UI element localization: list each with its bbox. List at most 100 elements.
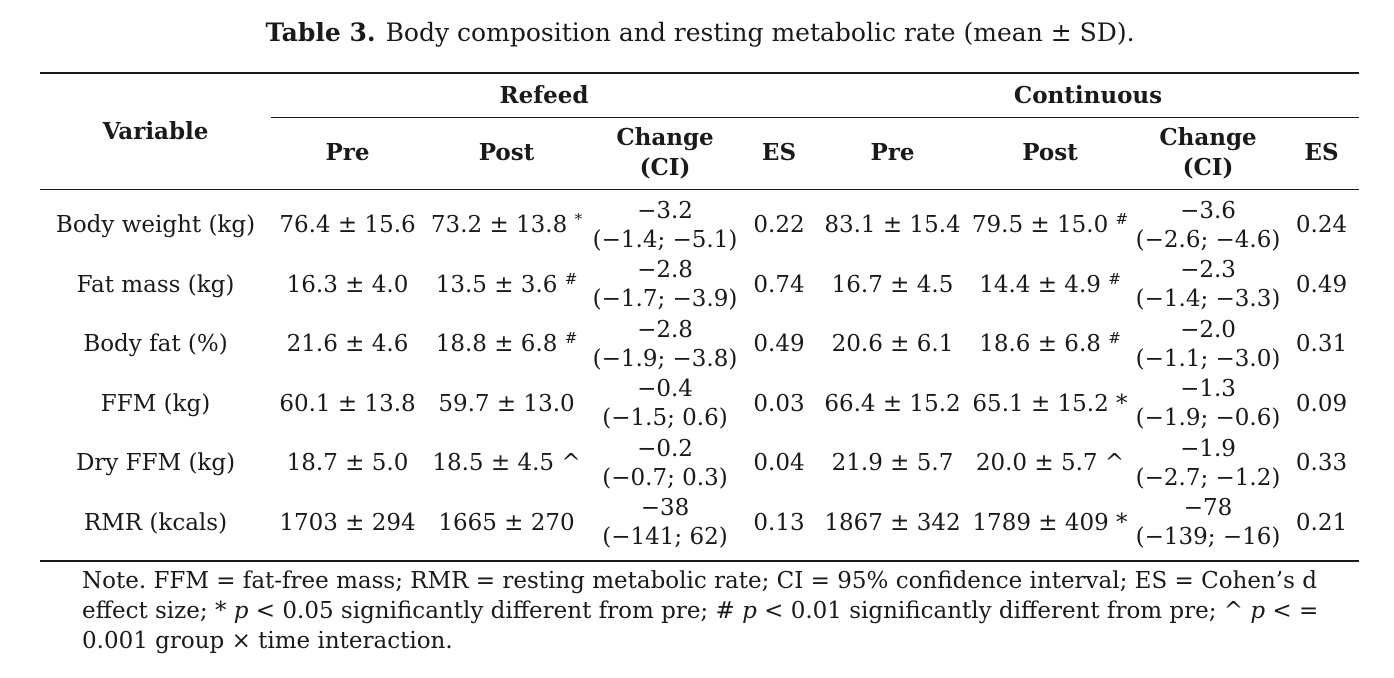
cell-refeed-post: 59.7 ± 13.0 bbox=[424, 375, 589, 435]
header-change-line2: (CI) bbox=[639, 154, 691, 181]
cell-refeed-pre: 21.6 ± 4.6 bbox=[286, 331, 409, 358]
cell-continuous-es: 0.09 bbox=[1295, 390, 1348, 417]
column-header-row: Pre Post Change (CI) ES Pre Post Change (C… bbox=[40, 117, 1359, 189]
header-change-line1: Change bbox=[1159, 124, 1257, 151]
cell-continuous-post: 65.1 ± 15.2 * bbox=[968, 375, 1132, 435]
cell-refeed-change: −0.2 (−0.7; 0.3) bbox=[589, 434, 741, 494]
change-value: −1.9 bbox=[1180, 435, 1236, 462]
post-value: 18.8 ± 6.8 bbox=[435, 331, 558, 358]
cell-refeed-pre: 18.7 ± 5.0 bbox=[286, 450, 409, 477]
cell-continuous-change: −1.3 (−1.9; −0.6) bbox=[1132, 375, 1284, 435]
cell-refeed-es: 0.22 bbox=[753, 212, 805, 239]
cell-refeed-es: 0.49 bbox=[753, 331, 805, 358]
header-change: Change (CI) bbox=[1132, 117, 1284, 189]
change-value: −78 bbox=[1183, 495, 1233, 522]
change-value: −2.3 bbox=[1180, 257, 1236, 284]
cell-continuous-change: −3.6 (−2.6; −4.6) bbox=[1132, 196, 1284, 256]
cell-refeed-post: 13.5 ± 3.6 # bbox=[424, 256, 589, 316]
header-pre: Pre bbox=[325, 139, 370, 166]
group-header-refeed: Refeed bbox=[499, 81, 589, 109]
note-text-4: < = 0.001 group × time interaction. bbox=[82, 598, 1319, 654]
change-value: −0.2 bbox=[637, 435, 693, 462]
cell-refeed-change: −38 (−141; 62) bbox=[589, 494, 741, 554]
cell-continuous-es: 0.49 bbox=[1295, 271, 1348, 298]
cell-continuous-pre: 21.9 ± 5.7 bbox=[831, 450, 954, 477]
cell-refeed-post: 18.8 ± 6.8 # bbox=[424, 315, 589, 375]
cell-variable: RMR (kcals) bbox=[83, 509, 228, 536]
significance-mark: # bbox=[1115, 210, 1129, 229]
cell-refeed-pre: 60.1 ± 13.8 bbox=[279, 390, 416, 417]
confidence-interval: (−2.6; −4.6) bbox=[1135, 226, 1281, 253]
significance-mark: # bbox=[1108, 269, 1121, 288]
cell-variable: Fat mass (kg) bbox=[76, 271, 235, 298]
cell-variable: Body weight (kg) bbox=[55, 212, 256, 239]
cell-continuous-post: 20.0 ± 5.7 ^ bbox=[968, 434, 1132, 494]
cell-refeed-change: −2.8 (−1.7; −3.9) bbox=[589, 256, 741, 316]
cell-refeed-change: −3.2 (−1.4; −5.1) bbox=[589, 196, 741, 256]
cell-variable: FFM (kg) bbox=[100, 390, 211, 417]
post-value: 14.4 ± 4.9 bbox=[979, 271, 1101, 298]
header-es: ES bbox=[1304, 139, 1339, 166]
note-p-symbol: p bbox=[233, 598, 249, 624]
confidence-interval: (−2.7; −1.2) bbox=[1135, 464, 1281, 491]
post-value: 65.1 ± 15.2 * bbox=[972, 390, 1128, 417]
table-label: Table 3. bbox=[265, 18, 376, 47]
cell-refeed-es: 0.74 bbox=[753, 271, 805, 298]
note-text-2: < 0.05 significantly different from pre;… bbox=[248, 598, 743, 624]
post-value: 1789 ± 409 * bbox=[972, 509, 1128, 536]
group-header-row: Variable Refeed Continuous bbox=[40, 74, 1359, 145]
cell-continuous-post: 1789 ± 409 * bbox=[968, 494, 1132, 554]
header-change: Change (CI) bbox=[589, 117, 741, 189]
post-value: 18.5 ± 4.5 ^ bbox=[432, 450, 581, 477]
cell-refeed-pre: 16.3 ± 4.0 bbox=[286, 271, 409, 298]
cell-refeed-pre: 76.4 ± 15.6 bbox=[279, 212, 416, 239]
cell-variable: Body fat (%) bbox=[83, 331, 228, 358]
cell-continuous-es: 0.31 bbox=[1295, 331, 1348, 358]
data-table: Variable Refeed Continuous Pre Post Chan… bbox=[40, 74, 1359, 553]
cell-refeed-post: 1665 ± 270 bbox=[424, 494, 589, 554]
cell-refeed-pre: 1703 ± 294 bbox=[279, 509, 416, 536]
group-header-continuous: Continuous bbox=[1013, 81, 1163, 109]
confidence-interval: (−1.7; −3.9) bbox=[592, 286, 738, 313]
header-pre: Pre bbox=[870, 139, 915, 166]
cell-continuous-post: 79.5 ± 15.0 # bbox=[968, 196, 1132, 256]
variable-header: Variable bbox=[102, 117, 209, 145]
top-rule bbox=[40, 72, 1359, 74]
significance-mark: * bbox=[574, 210, 583, 229]
cell-continuous-change: −1.9 (−2.7; −1.2) bbox=[1132, 434, 1284, 494]
cell-continuous-es: 0.21 bbox=[1295, 509, 1348, 536]
cell-continuous-pre: 1867 ± 342 bbox=[824, 509, 961, 536]
post-value: 18.6 ± 6.8 bbox=[979, 331, 1101, 358]
post-value: 73.2 ± 13.8 bbox=[430, 212, 568, 239]
table-row: Dry FFM (kg) 18.7 ± 5.0 18.5 ± 4.5 ^ −0.2 (−… bbox=[40, 434, 1359, 494]
bottom-rule bbox=[40, 560, 1359, 562]
cell-refeed-es: 0.04 bbox=[753, 450, 805, 477]
header-change-line2: (CI) bbox=[1182, 154, 1234, 181]
cell-continuous-pre: 83.1 ± 15.4 bbox=[824, 212, 961, 239]
post-value: 1665 ± 270 bbox=[438, 509, 575, 536]
significance-mark: # bbox=[1108, 329, 1121, 348]
note-p-symbol: p bbox=[742, 598, 757, 624]
confidence-interval: (−1.4; −5.1) bbox=[592, 226, 738, 253]
table-row: RMR (kcals) 1703 ± 294 1665 ± 270 −38 (−141;… bbox=[40, 494, 1359, 554]
header-post: Post bbox=[1022, 139, 1078, 166]
header-change-line1: Change bbox=[616, 124, 714, 151]
confidence-interval: (−139; −16) bbox=[1135, 524, 1281, 551]
confidence-interval: (−1.9; −3.8) bbox=[592, 345, 738, 372]
cell-continuous-pre: 16.7 ± 4.5 bbox=[831, 271, 954, 298]
confidence-interval: (−141; 62) bbox=[602, 524, 728, 551]
change-value: −3.6 bbox=[1180, 197, 1236, 224]
table-row: Body fat (%) 21.6 ± 4.6 18.8 ± 6.8 # −2.8 (−… bbox=[40, 315, 1359, 375]
header-rule bbox=[40, 189, 1359, 190]
cell-refeed-post: 18.5 ± 4.5 ^ bbox=[424, 434, 589, 494]
note-text-1: Note. FFM = fat-free mass; RMR = resting… bbox=[82, 568, 1317, 624]
cell-continuous-es: 0.24 bbox=[1295, 212, 1348, 239]
change-value: −0.4 bbox=[637, 376, 693, 403]
significance-mark: # bbox=[564, 269, 578, 288]
change-value: −1.3 bbox=[1180, 376, 1236, 403]
post-value: 20.0 ± 5.7 ^ bbox=[975, 450, 1125, 477]
confidence-interval: (−1.5; 0.6) bbox=[602, 405, 728, 432]
confidence-interval: (−1.1; −3.0) bbox=[1135, 345, 1281, 372]
cell-variable: Dry FFM (kg) bbox=[75, 450, 236, 477]
table-row: Body weight (kg) 76.4 ± 15.6 73.2 ± 13.8 *… bbox=[40, 196, 1359, 256]
